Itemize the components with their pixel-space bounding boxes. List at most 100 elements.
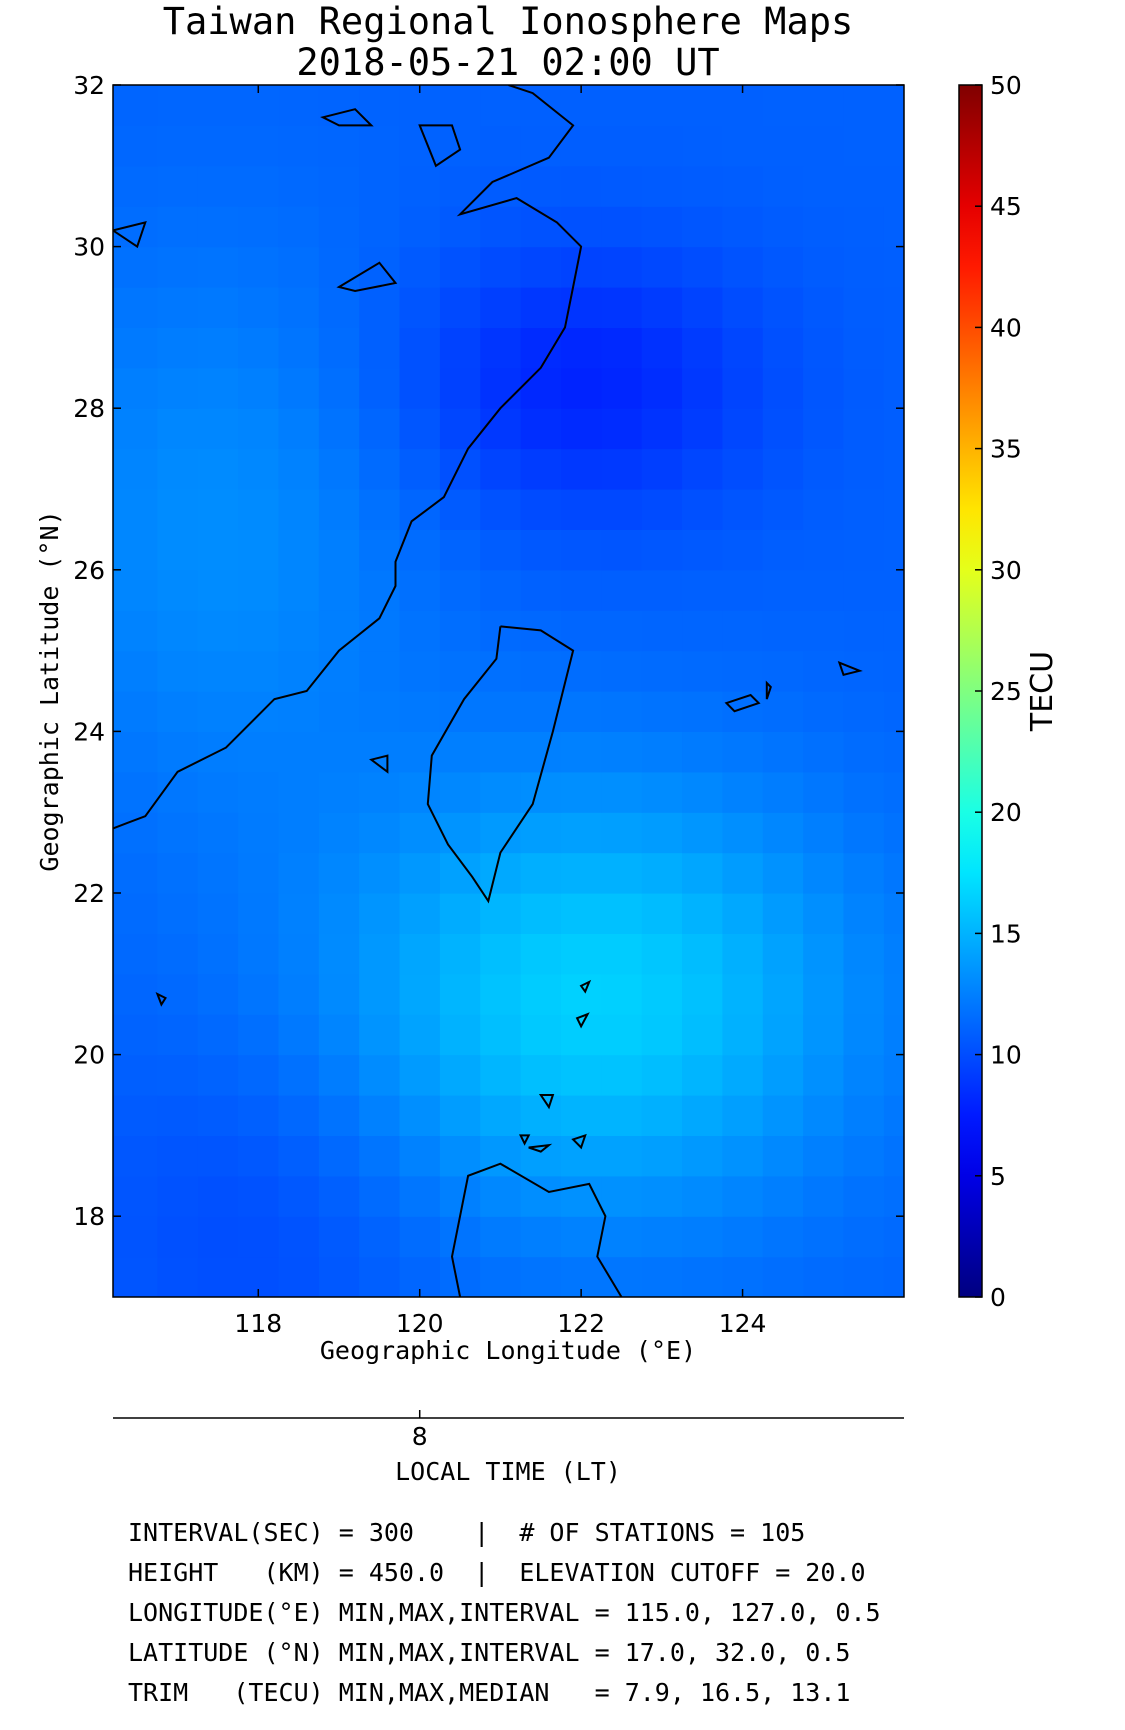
heatmap-cell xyxy=(560,246,602,288)
local-time-tick-label: 8 xyxy=(412,1422,428,1451)
heatmap-cell xyxy=(762,691,804,732)
heatmap-cell xyxy=(399,691,441,732)
heatmap-cell xyxy=(439,448,481,490)
heatmap-cell xyxy=(113,933,158,975)
heatmap-cell xyxy=(762,893,804,934)
heatmap-cell xyxy=(762,1256,804,1297)
heatmap-cell xyxy=(480,691,522,732)
heatmap-cell xyxy=(641,529,683,571)
heatmap-cell xyxy=(278,933,320,975)
heatmap-cell xyxy=(318,408,360,450)
heatmap-cell xyxy=(480,1216,522,1258)
heatmap-cell xyxy=(883,408,904,450)
heatmap-cell xyxy=(682,771,723,813)
heatmap-cell xyxy=(439,125,481,167)
heatmap-cell xyxy=(439,327,481,369)
heatmap-cell xyxy=(560,1014,602,1056)
heatmap-cell xyxy=(641,367,683,409)
heatmap-cell xyxy=(641,852,683,894)
heatmap-cell xyxy=(883,650,904,692)
heatmap-cell xyxy=(359,206,401,248)
heatmap-cell xyxy=(359,852,401,894)
heatmap-cell xyxy=(113,1014,158,1056)
heatmap-cell xyxy=(113,529,158,571)
heatmap-cell xyxy=(439,367,481,409)
heatmap-cell xyxy=(803,1135,845,1177)
heatmap-cell xyxy=(399,287,441,328)
heatmap-cell xyxy=(520,893,562,934)
heatmap-cell xyxy=(803,973,845,1015)
heatmap-cell xyxy=(238,852,280,894)
heatmap-cell xyxy=(359,1216,401,1258)
heatmap-cell xyxy=(399,1054,441,1096)
heatmap-cell xyxy=(883,933,904,975)
heatmap-cell xyxy=(722,731,764,773)
heatmap-cell xyxy=(318,691,360,732)
heatmap-cell xyxy=(197,1095,239,1136)
local-time-ticks: 8 xyxy=(412,1410,428,1451)
heatmap-cell xyxy=(682,1135,723,1177)
heatmap-cell xyxy=(318,1095,360,1136)
heatmap-cell xyxy=(439,691,481,732)
heatmap-cell xyxy=(439,771,481,813)
heatmap-cell xyxy=(520,1054,562,1096)
heatmap-cell xyxy=(480,973,522,1015)
colorbar-tick-label: 30 xyxy=(990,556,1022,585)
heatmap-cell xyxy=(883,771,904,813)
heatmap-cell xyxy=(318,529,360,571)
heatmap-cell xyxy=(157,246,199,288)
heatmap-cell xyxy=(278,1095,320,1136)
heatmap-cell xyxy=(318,771,360,813)
heatmap-cell xyxy=(843,1054,885,1096)
heatmap-cell xyxy=(278,287,320,328)
heatmap-cell xyxy=(722,1014,764,1056)
heatmap-cell xyxy=(803,569,845,611)
heatmap-cell xyxy=(762,246,804,288)
heatmap-cell xyxy=(439,1216,481,1258)
heatmap-cell xyxy=(480,1135,522,1177)
heatmap-cell xyxy=(883,852,904,894)
heatmap-cell xyxy=(520,852,562,894)
chart-title-line-2: 2018-05-21 02:00 UT xyxy=(296,41,719,84)
heatmap-cell xyxy=(278,771,320,813)
heatmap-cell xyxy=(439,933,481,975)
heatmap-cell xyxy=(560,327,602,369)
heatmap-cell xyxy=(278,529,320,571)
heatmap-cell xyxy=(762,771,804,813)
heatmap-cell xyxy=(843,610,885,652)
heatmap-cell xyxy=(197,125,239,167)
heatmap-cell xyxy=(157,287,199,328)
heatmap-cell xyxy=(480,1014,522,1056)
heatmap-cell xyxy=(238,1014,280,1056)
heatmap-cell xyxy=(520,731,562,773)
heatmap-cell xyxy=(560,367,602,409)
heatmap-cell xyxy=(480,367,522,409)
heatmap-cell xyxy=(843,691,885,732)
heatmap-cell xyxy=(399,933,441,975)
heatmap-cell xyxy=(601,448,643,490)
heatmap-cell xyxy=(560,1054,602,1096)
heatmap-cell xyxy=(359,691,401,732)
heatmap-cell xyxy=(520,408,562,450)
heatmap-cell xyxy=(762,125,804,167)
heatmap-cell xyxy=(520,327,562,369)
colorbar-ticks: 0 5 10 15 20 25 30 35 40 45 50 xyxy=(975,71,1022,1312)
heatmap-cell xyxy=(843,569,885,611)
heatmap-cell xyxy=(439,650,481,692)
heatmap-cell xyxy=(601,408,643,450)
heatmap-cell xyxy=(722,771,764,813)
chart-title-line-1: Taiwan Regional Ionosphere Maps xyxy=(163,0,854,43)
heatmap-cell xyxy=(439,569,481,611)
heatmap-cell xyxy=(520,1175,562,1217)
x-axis-label: Geographic Longitude (°E) xyxy=(320,1336,696,1365)
heatmap-cell xyxy=(682,1175,723,1217)
heatmap-cell xyxy=(197,367,239,409)
heatmap-cell xyxy=(762,812,804,854)
heatmap-cell xyxy=(238,610,280,652)
heatmap-cell xyxy=(520,812,562,854)
heatmap-cell xyxy=(480,327,522,369)
heatmap-cell xyxy=(641,650,683,692)
heatmap-cell xyxy=(520,448,562,490)
heatmap-cell xyxy=(359,489,401,530)
heatmap-cell xyxy=(843,1216,885,1258)
